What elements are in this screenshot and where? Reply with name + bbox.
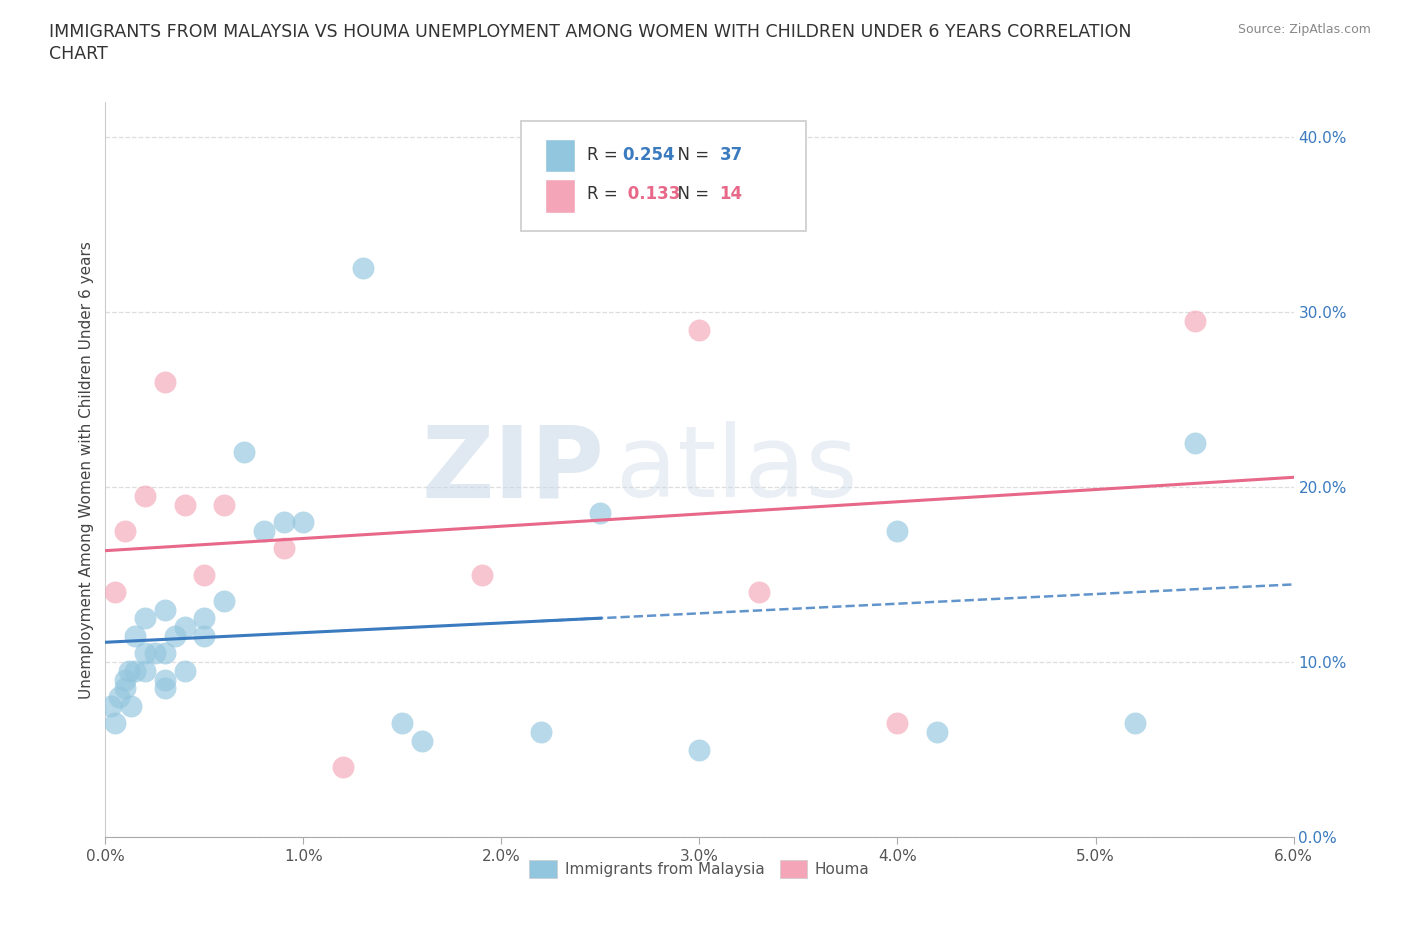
Point <box>193 629 215 644</box>
Point <box>391 716 413 731</box>
Text: R =: R = <box>586 146 623 165</box>
Point <box>153 375 176 390</box>
Point <box>104 716 127 731</box>
Point <box>352 261 374 276</box>
Point <box>589 506 612 521</box>
Point <box>1184 313 1206 328</box>
Point <box>134 663 156 678</box>
Point <box>1123 716 1146 731</box>
Text: Source: ZipAtlas.com: Source: ZipAtlas.com <box>1237 23 1371 36</box>
FancyBboxPatch shape <box>522 121 807 231</box>
Point <box>886 524 908 538</box>
Point <box>214 498 236 512</box>
Point <box>173 619 195 634</box>
Legend: Immigrants from Malaysia, Houma: Immigrants from Malaysia, Houma <box>523 854 876 884</box>
Point <box>143 646 166 661</box>
Point <box>173 663 195 678</box>
Point <box>153 602 176 617</box>
Point <box>411 734 433 749</box>
Y-axis label: Unemployment Among Women with Children Under 6 years: Unemployment Among Women with Children U… <box>79 241 94 698</box>
Point <box>253 524 276 538</box>
Point <box>134 646 156 661</box>
Point <box>233 445 256 459</box>
Point <box>134 488 156 503</box>
Text: 37: 37 <box>720 146 742 165</box>
Bar <box>546 179 575 213</box>
Point <box>124 663 146 678</box>
Point <box>153 672 176 687</box>
Point <box>114 672 136 687</box>
Point <box>332 760 354 775</box>
Point <box>530 724 553 739</box>
Point <box>173 498 195 512</box>
Text: 0.133: 0.133 <box>623 185 681 204</box>
Text: 14: 14 <box>720 185 742 204</box>
Text: N =: N = <box>668 146 714 165</box>
Point <box>114 524 136 538</box>
Text: R =: R = <box>586 185 623 204</box>
Point <box>927 724 949 739</box>
Point <box>104 585 127 600</box>
Text: CHART: CHART <box>49 45 108 62</box>
Point <box>273 541 295 556</box>
Point <box>153 646 176 661</box>
Point <box>689 323 711 338</box>
Point <box>1184 436 1206 451</box>
Point <box>114 681 136 696</box>
Point <box>193 611 215 626</box>
Text: atlas: atlas <box>616 421 858 518</box>
Point <box>120 698 142 713</box>
Point <box>134 611 156 626</box>
Bar <box>546 139 575 172</box>
Point <box>689 742 711 757</box>
Point <box>100 698 122 713</box>
Point <box>471 567 494 582</box>
Point <box>124 629 146 644</box>
Point <box>886 716 908 731</box>
Point <box>108 690 131 705</box>
Point <box>118 663 141 678</box>
Point <box>273 514 295 529</box>
Text: N =: N = <box>668 185 714 204</box>
Point <box>748 585 770 600</box>
Text: ZIP: ZIP <box>422 421 605 518</box>
Point <box>214 593 236 608</box>
Point <box>153 681 176 696</box>
Point <box>163 629 186 644</box>
Point <box>193 567 215 582</box>
Text: 0.254: 0.254 <box>623 146 675 165</box>
Text: IMMIGRANTS FROM MALAYSIA VS HOUMA UNEMPLOYMENT AMONG WOMEN WITH CHILDREN UNDER 6: IMMIGRANTS FROM MALAYSIA VS HOUMA UNEMPL… <box>49 23 1132 41</box>
Point <box>292 514 315 529</box>
